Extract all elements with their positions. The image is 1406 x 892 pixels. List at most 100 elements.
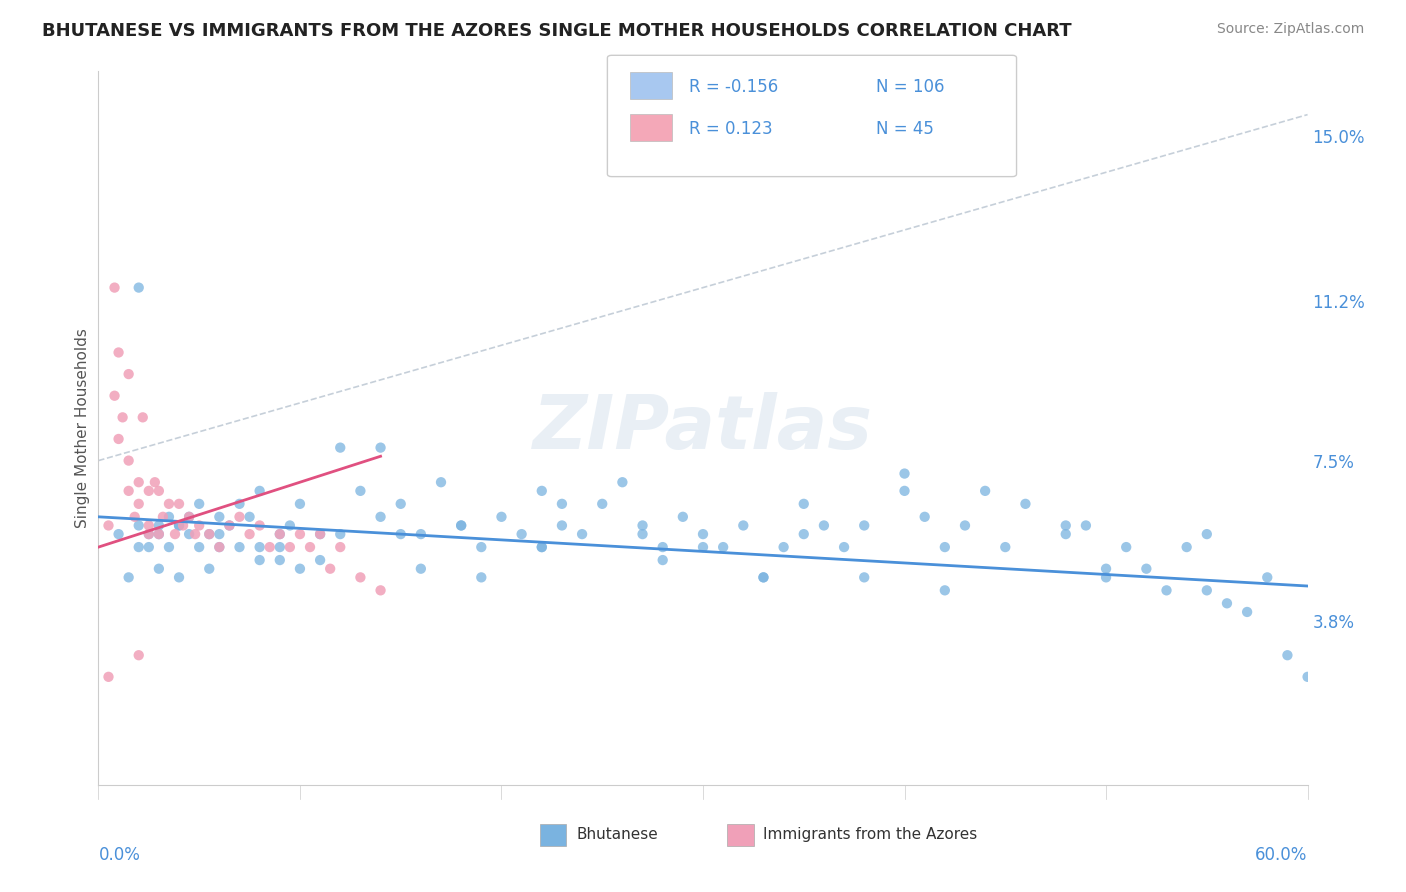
Point	[188, 518, 211, 533]
FancyBboxPatch shape	[727, 824, 754, 846]
Point	[188, 540, 211, 554]
Point	[128, 280, 150, 294]
Point	[138, 540, 160, 554]
Point	[143, 475, 166, 490]
Point	[551, 497, 574, 511]
Point	[148, 483, 170, 498]
Point	[772, 540, 794, 554]
Point	[370, 441, 392, 455]
Point	[1277, 648, 1299, 663]
Point	[631, 527, 654, 541]
Point	[853, 570, 876, 584]
Point	[1195, 583, 1218, 598]
Point	[269, 527, 291, 541]
Point	[107, 527, 129, 541]
Point	[853, 518, 876, 533]
Point	[370, 509, 392, 524]
Point	[651, 540, 673, 554]
Point	[349, 483, 371, 498]
Text: Immigrants from the Azores: Immigrants from the Azores	[763, 828, 977, 842]
Point	[157, 509, 180, 524]
Text: 60.0%: 60.0%	[1256, 846, 1308, 863]
Text: R = -0.156: R = -0.156	[689, 78, 778, 96]
Point	[208, 540, 231, 554]
Point	[132, 410, 155, 425]
Point	[349, 570, 371, 584]
Text: N = 106: N = 106	[876, 78, 945, 96]
Point	[1175, 540, 1198, 554]
Point	[157, 497, 180, 511]
Point	[148, 562, 170, 576]
Point	[329, 527, 352, 541]
Point	[163, 527, 186, 541]
Text: BHUTANESE VS IMMIGRANTS FROM THE AZORES SINGLE MOTHER HOUSEHOLDS CORRELATION CHA: BHUTANESE VS IMMIGRANTS FROM THE AZORES …	[42, 22, 1071, 40]
Point	[470, 570, 492, 584]
Point	[148, 527, 170, 541]
Point	[953, 518, 976, 533]
Point	[389, 527, 412, 541]
Point	[167, 570, 190, 584]
Point	[179, 509, 201, 524]
Point	[278, 540, 301, 554]
Point	[893, 467, 915, 481]
Point	[893, 483, 915, 498]
Point	[450, 518, 472, 533]
Point	[551, 518, 574, 533]
Point	[1014, 497, 1036, 511]
Point	[409, 527, 432, 541]
Point	[450, 518, 472, 533]
Point	[1256, 570, 1278, 584]
Y-axis label: Single Mother Households: Single Mother Households	[75, 328, 90, 528]
Point	[510, 527, 533, 541]
Point	[172, 518, 194, 533]
Point	[470, 540, 492, 554]
Point	[198, 527, 221, 541]
Point	[793, 497, 815, 511]
Point	[299, 540, 322, 554]
Point	[793, 527, 815, 541]
Point	[1156, 583, 1178, 598]
Point	[934, 583, 956, 598]
Point	[138, 527, 160, 541]
Point	[179, 509, 201, 524]
Point	[733, 518, 755, 533]
Point	[103, 389, 125, 403]
Point	[309, 527, 332, 541]
Point	[249, 483, 271, 498]
Point	[1054, 527, 1077, 541]
Point	[1236, 605, 1258, 619]
Point	[319, 562, 342, 576]
Point	[167, 497, 190, 511]
Point	[111, 410, 134, 425]
Point	[208, 509, 231, 524]
Point	[269, 540, 291, 554]
Point	[370, 583, 392, 598]
FancyBboxPatch shape	[540, 824, 567, 846]
Point	[157, 540, 180, 554]
Point	[530, 540, 553, 554]
Point	[148, 527, 170, 541]
Point	[269, 527, 291, 541]
Point	[128, 540, 150, 554]
Point	[832, 540, 855, 554]
Point	[288, 497, 311, 511]
Point	[167, 518, 190, 533]
Point	[409, 562, 432, 576]
Point	[198, 562, 221, 576]
Point	[208, 527, 231, 541]
Point	[107, 345, 129, 359]
Point	[228, 509, 250, 524]
Point	[97, 670, 120, 684]
Point	[107, 432, 129, 446]
Text: N = 45: N = 45	[876, 120, 934, 138]
Point	[914, 509, 936, 524]
Point	[571, 527, 593, 541]
Point	[389, 497, 412, 511]
Point	[1216, 596, 1239, 610]
Point	[103, 280, 125, 294]
Point	[672, 509, 695, 524]
Point	[138, 518, 160, 533]
Point	[138, 483, 160, 498]
Point	[249, 540, 271, 554]
Point	[974, 483, 997, 498]
